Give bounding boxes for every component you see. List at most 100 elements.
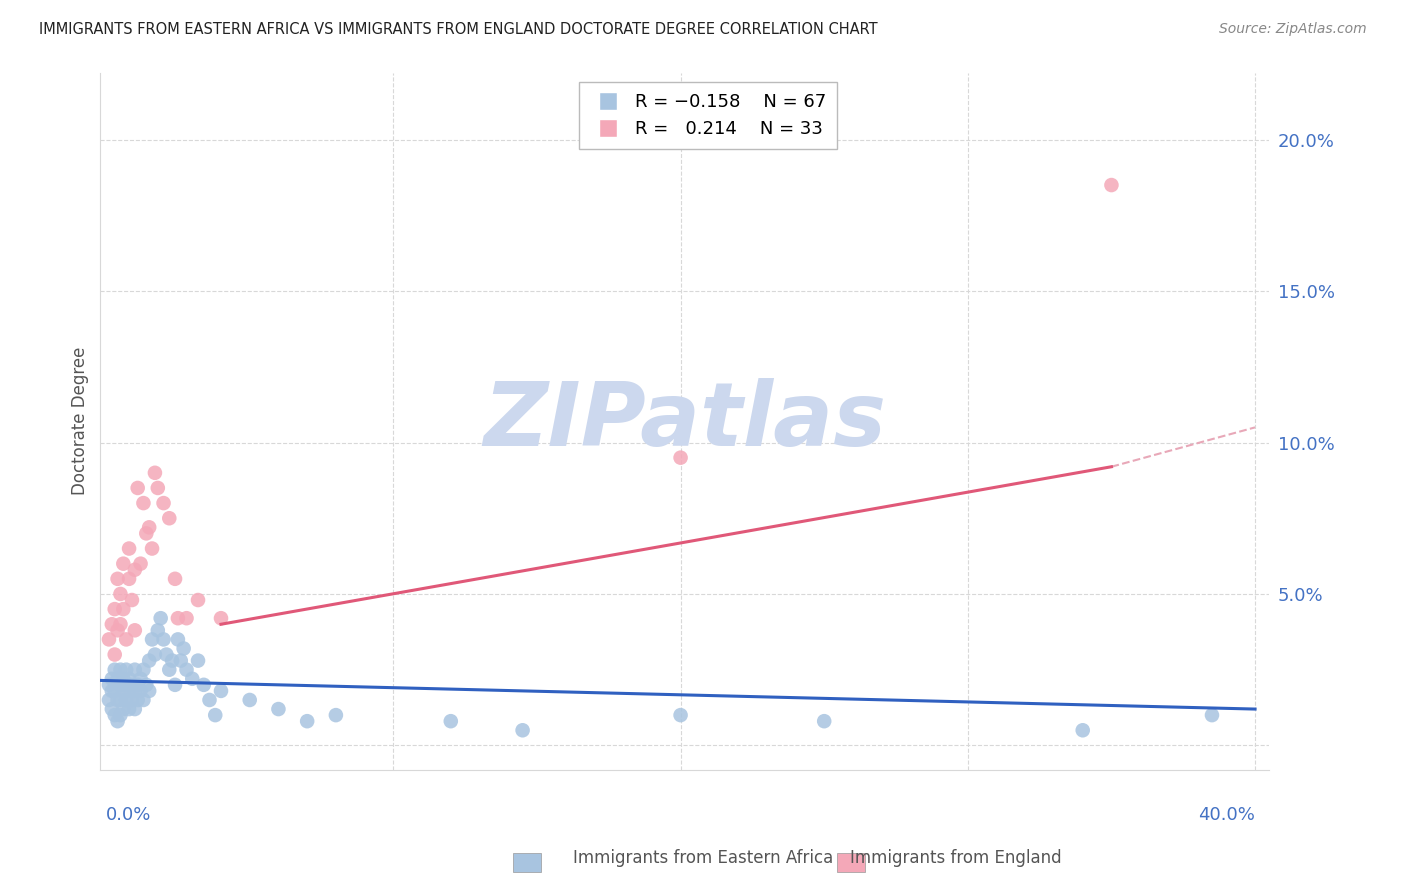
Point <box>104 602 127 616</box>
Point <box>141 541 163 556</box>
Point <box>146 624 169 638</box>
Text: Source: ZipAtlas.com: Source: ZipAtlas.com <box>1219 22 1367 37</box>
Point <box>121 693 143 707</box>
Point <box>1201 708 1223 723</box>
Point <box>121 593 143 607</box>
Point <box>152 632 174 647</box>
Point <box>101 617 124 632</box>
Point <box>124 663 146 677</box>
Point <box>187 593 209 607</box>
Point <box>163 572 186 586</box>
Point <box>104 708 127 723</box>
Point <box>98 632 121 647</box>
Point <box>146 481 169 495</box>
Point <box>107 624 129 638</box>
Point <box>110 693 132 707</box>
Point <box>512 723 534 738</box>
Point <box>152 496 174 510</box>
Point <box>239 693 262 707</box>
Point <box>176 611 198 625</box>
Point <box>107 714 129 728</box>
Point <box>167 611 190 625</box>
Point <box>129 672 152 686</box>
Point <box>110 708 132 723</box>
Point <box>107 693 129 707</box>
Point <box>157 511 180 525</box>
Point <box>325 708 347 723</box>
Point <box>112 602 135 616</box>
Point <box>115 678 138 692</box>
Point <box>141 632 163 647</box>
Point <box>138 684 160 698</box>
Point <box>173 641 195 656</box>
Point <box>129 684 152 698</box>
Point <box>118 702 141 716</box>
Point <box>101 684 124 698</box>
Text: 40.0%: 40.0% <box>1198 806 1256 824</box>
Point <box>132 496 155 510</box>
Point <box>115 663 138 677</box>
Point <box>124 563 146 577</box>
Point <box>138 520 160 534</box>
Point <box>112 557 135 571</box>
Point <box>176 663 198 677</box>
Text: IMMIGRANTS FROM EASTERN AFRICA VS IMMIGRANTS FROM ENGLAND DOCTORATE DEGREE CORRE: IMMIGRANTS FROM EASTERN AFRICA VS IMMIGR… <box>39 22 877 37</box>
Point <box>129 557 152 571</box>
Point <box>104 648 127 662</box>
Point <box>127 678 149 692</box>
Point <box>98 678 121 692</box>
Text: 0.0%: 0.0% <box>105 806 152 824</box>
Point <box>124 624 146 638</box>
Point <box>127 693 149 707</box>
Point <box>110 678 132 692</box>
Point <box>127 481 149 495</box>
Text: ZIPatlas: ZIPatlas <box>484 378 886 465</box>
Point <box>187 654 209 668</box>
Bar <box>837 853 865 872</box>
Point <box>115 693 138 707</box>
Point <box>107 672 129 686</box>
Point <box>143 648 166 662</box>
Point <box>1101 178 1123 192</box>
Point <box>98 693 121 707</box>
Point <box>181 672 204 686</box>
Point <box>118 541 141 556</box>
Point <box>110 617 132 632</box>
Point <box>155 648 177 662</box>
Point <box>135 678 157 692</box>
Point <box>104 663 127 677</box>
Point <box>157 663 180 677</box>
Point <box>193 678 215 692</box>
Point <box>110 587 132 601</box>
Point <box>107 572 129 586</box>
Point <box>110 663 132 677</box>
Point <box>1071 723 1094 738</box>
Point <box>160 654 183 668</box>
Point <box>163 678 186 692</box>
Point <box>669 708 692 723</box>
Y-axis label: Doctorate Degree: Doctorate Degree <box>72 347 89 495</box>
Point <box>170 654 193 668</box>
Point <box>118 572 141 586</box>
Point <box>132 663 155 677</box>
Point <box>115 632 138 647</box>
Point <box>669 450 692 465</box>
Legend: R = −0.158    N = 67, R =   0.214    N = 33: R = −0.158 N = 67, R = 0.214 N = 33 <box>579 82 838 149</box>
Point <box>112 702 135 716</box>
Point <box>440 714 463 728</box>
Text: Immigrants from Eastern Africa: Immigrants from Eastern Africa <box>572 849 834 867</box>
Point <box>149 611 172 625</box>
Point <box>143 466 166 480</box>
Point <box>101 702 124 716</box>
Text: Immigrants from England: Immigrants from England <box>851 849 1062 867</box>
Point <box>813 714 835 728</box>
Point <box>198 693 221 707</box>
Point <box>204 708 226 723</box>
Point <box>132 693 155 707</box>
Point <box>295 714 318 728</box>
Point <box>118 684 141 698</box>
Point <box>209 684 232 698</box>
Point <box>124 684 146 698</box>
Point <box>135 526 157 541</box>
Point <box>124 702 146 716</box>
